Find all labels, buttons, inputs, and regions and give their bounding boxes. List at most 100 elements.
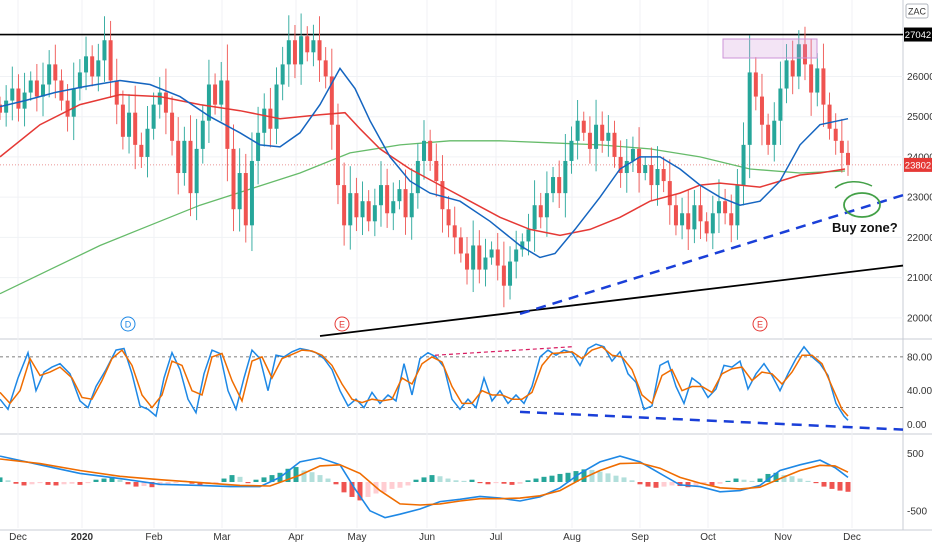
candle[interactable] [637,127,642,193]
moving-average-fast[interactable] [0,67,849,259]
candle[interactable] [809,38,814,116]
candle[interactable] [348,166,353,250]
candle[interactable] [139,132,144,168]
candle[interactable] [403,169,408,235]
macd-signal-line[interactable] [0,458,849,506]
price-panel[interactable]: Buy zone? D E E [0,13,904,337]
moving-average-mid[interactable] [0,93,846,237]
candle[interactable] [188,115,193,217]
buy-zone-circle[interactable] [843,192,881,218]
trendline-rising-support[interactable] [519,193,904,316]
candle[interactable] [354,177,359,232]
candle[interactable] [213,73,218,115]
candle[interactable] [440,155,445,233]
candle[interactable] [716,179,721,233]
candle[interactable] [96,43,101,92]
candle[interactable] [133,85,138,170]
candle[interactable] [292,24,297,79]
candle[interactable] [833,113,838,155]
candle[interactable] [747,35,752,179]
candle[interactable] [108,20,113,98]
candle[interactable] [501,241,506,308]
candle[interactable] [594,99,599,172]
candle[interactable] [170,96,175,156]
candle[interactable] [120,90,125,150]
candle[interactable] [59,69,64,111]
candle[interactable] [759,73,764,146]
candle[interactable] [477,230,482,284]
candle[interactable] [723,188,728,225]
candle[interactable] [262,93,267,147]
candle[interactable] [778,61,783,145]
candle[interactable] [538,192,543,229]
candle[interactable] [53,44,58,99]
candle[interactable] [268,87,273,148]
candle[interactable] [237,148,242,232]
candle[interactable] [34,63,39,112]
candle[interactable] [514,230,519,279]
stochastic-panel[interactable] [0,343,904,431]
candle[interactable] [766,113,771,155]
candle[interactable] [624,139,629,193]
candle[interactable] [581,111,586,141]
candle[interactable] [483,238,488,287]
symbol-badge[interactable]: ZAC [905,3,929,19]
candle[interactable] [422,120,426,180]
candle[interactable] [77,59,82,101]
candle[interactable] [194,118,199,221]
candle[interactable] [335,103,340,205]
candle[interactable] [415,143,420,209]
candle[interactable] [311,24,316,67]
candle[interactable] [84,36,89,91]
candle[interactable] [846,140,850,176]
candle[interactable] [372,188,377,237]
candle[interactable] [563,133,568,218]
candle[interactable] [649,147,654,201]
candle[interactable] [839,118,844,173]
macd-panel[interactable] [0,455,851,519]
candle[interactable] [157,77,162,119]
candle[interactable] [176,117,181,195]
candle[interactable] [526,213,531,256]
event-marker[interactable]: D [120,316,136,332]
candle[interactable] [471,220,476,293]
candle[interactable] [378,161,383,227]
stoch-trendline-magenta-divergence[interactable] [434,346,573,356]
candle[interactable] [206,59,211,143]
candle[interactable] [182,126,187,186]
candle[interactable] [772,102,777,162]
candle[interactable] [41,62,46,117]
stoch-k-line[interactable] [0,343,849,421]
candle[interactable] [385,168,390,228]
candle[interactable] [692,189,697,244]
candle[interactable] [452,206,457,255]
candle[interactable] [243,153,248,243]
candle[interactable] [114,58,119,125]
candle[interactable] [465,237,470,285]
candle[interactable] [71,62,76,141]
candle[interactable] [329,48,334,150]
candle[interactable] [802,26,807,81]
candle[interactable] [643,156,648,181]
candle[interactable] [753,57,758,111]
candle[interactable] [698,185,703,240]
candle[interactable] [280,46,285,101]
candle[interactable] [28,71,33,101]
candle[interactable] [784,44,789,104]
candle[interactable] [200,104,205,164]
stoch-d-line[interactable] [0,345,849,417]
candle[interactable] [151,92,156,140]
candle[interactable] [655,146,660,206]
candle[interactable] [827,92,832,140]
candle[interactable] [145,106,150,178]
candle[interactable] [360,181,365,236]
candle[interactable] [815,53,820,107]
candle[interactable] [600,111,605,153]
candle[interactable] [256,106,261,185]
moving-average-slow[interactable] [0,140,846,295]
candle[interactable] [704,212,709,242]
event-marker[interactable]: E [752,316,768,332]
candle[interactable] [575,99,580,160]
event-marker[interactable]: E [334,316,350,332]
candle[interactable] [686,190,691,250]
